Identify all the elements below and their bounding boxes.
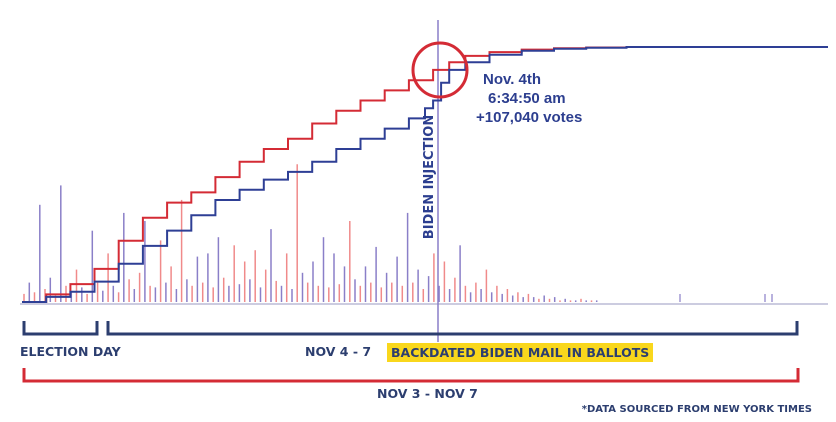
footnote: *DATA SOURCED FROM NEW YORK TIMES — [581, 404, 812, 415]
bracket-election-day — [22, 321, 99, 336]
annotation-vertical-label: BIDEN INJECTION — [422, 114, 437, 240]
bracket-nov-4-7 — [106, 321, 799, 336]
bracket-nov-3-7 — [22, 368, 800, 383]
label-backdated-ballots: BACKDATED BIDEN MAIL IN BALLOTS — [387, 343, 654, 362]
annotation-date: Nov. 4th — [483, 71, 542, 88]
label-election-day: ELECTION DAY — [20, 344, 121, 359]
highlight-circle — [411, 41, 469, 99]
label-nov-4-7: NOV 4 - 7 — [305, 344, 372, 359]
annotation-votes: +107,040 votes — [476, 109, 583, 126]
series-line-blue — [22, 46, 828, 303]
label-nov-3-7: NOV 3 - NOV 7 — [377, 386, 478, 401]
vote-spikes — [23, 164, 773, 302]
annotation-time: 6:34:50 am — [488, 90, 566, 107]
